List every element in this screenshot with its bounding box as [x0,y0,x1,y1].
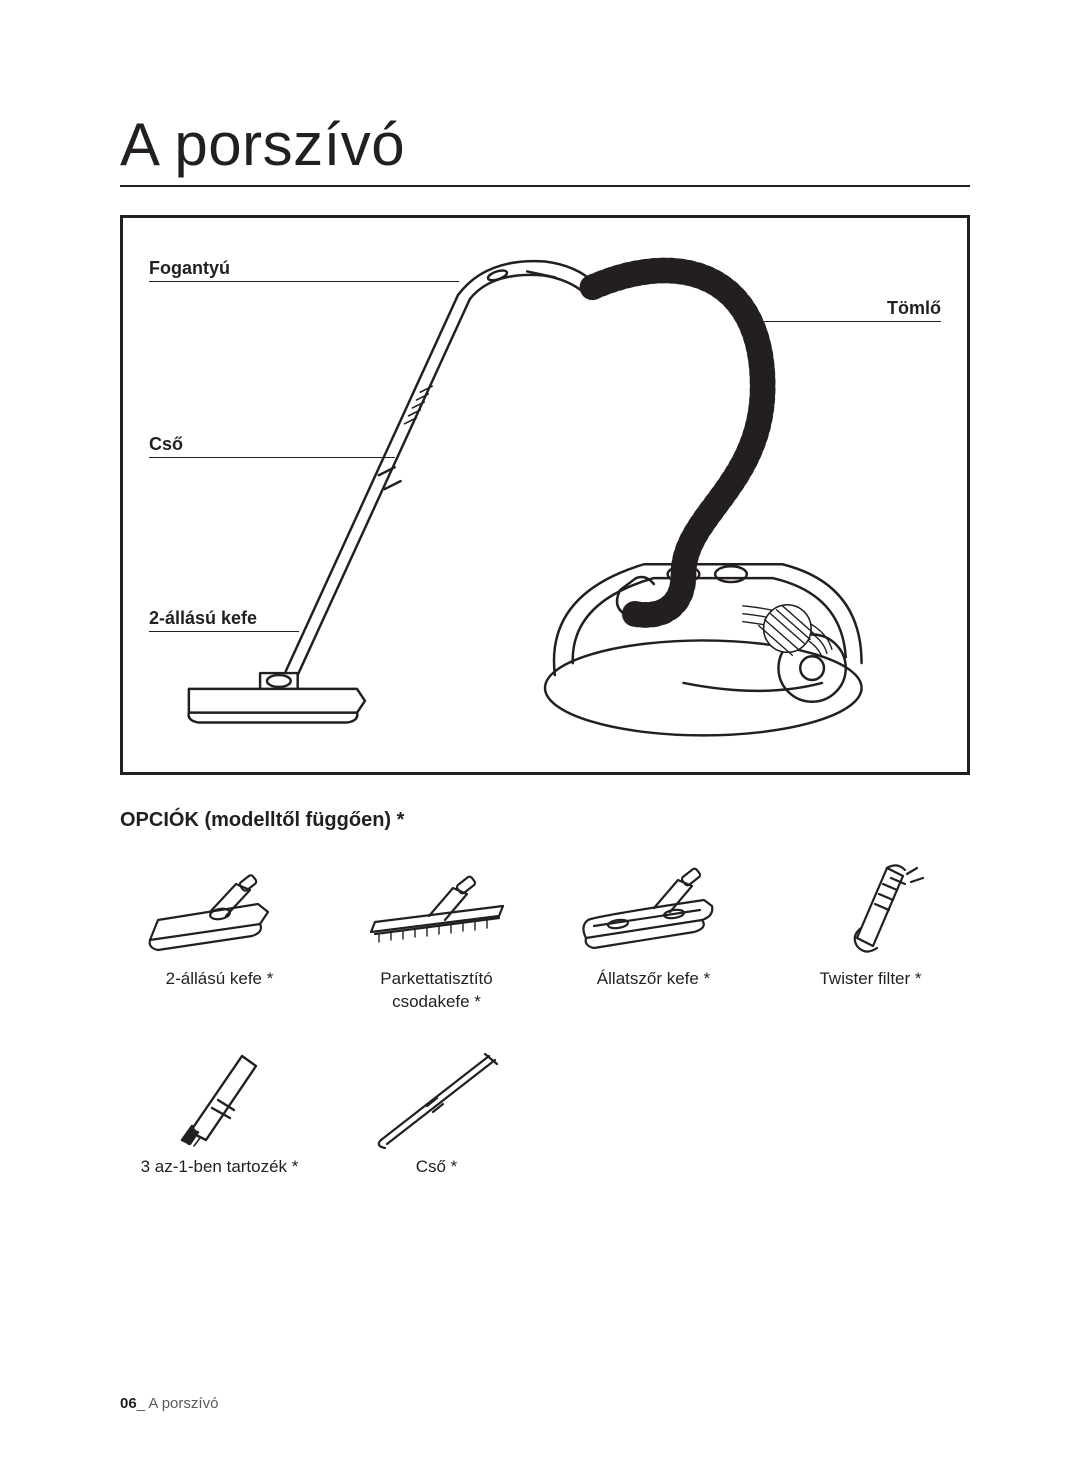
option-item: Cső * [337,1042,536,1179]
option-label: Cső * [416,1156,458,1179]
footer-section: _ A porszívó [137,1395,219,1412]
options-grid: 2-állású kefe * Parkettatisztítócsodakef… [120,854,970,1179]
pet-brush-icon [574,854,734,964]
vacuum-line-art [123,218,967,772]
option-item: Twister filter * [771,854,970,1014]
option-label: 3 az-1-ben tartozék * [141,1156,299,1179]
option-label: 2-állású kefe * [166,968,274,991]
option-item: 3 az-1-ben tartozék * [120,1042,319,1179]
twister-filter-icon [791,854,951,964]
option-item: Parkettatisztítócsodakefe * [337,854,536,1014]
option-item: 2-állású kefe * [120,854,319,1014]
extension-tube-icon [357,1042,517,1152]
options-heading: OPCIÓK (modelltől függően) * [120,809,970,832]
vacuum-diagram: Fogantyú Tömlő Cső 2-állású kefe [120,215,970,775]
option-label: Parkettatisztítócsodakefe * [380,968,492,1014]
footer-page-number: 06 [120,1395,137,1412]
option-label: Twister filter * [819,968,921,991]
parquet-brush-icon [357,854,517,964]
page-title: A porszívó [120,110,970,187]
option-item: Állatszőr kefe * [554,854,753,1014]
option-label: Állatszőr kefe * [597,968,710,991]
two-position-brush-icon [140,854,300,964]
page-footer: 06_ A porszívó [120,1395,218,1412]
three-in-one-accessory-icon [140,1042,300,1152]
